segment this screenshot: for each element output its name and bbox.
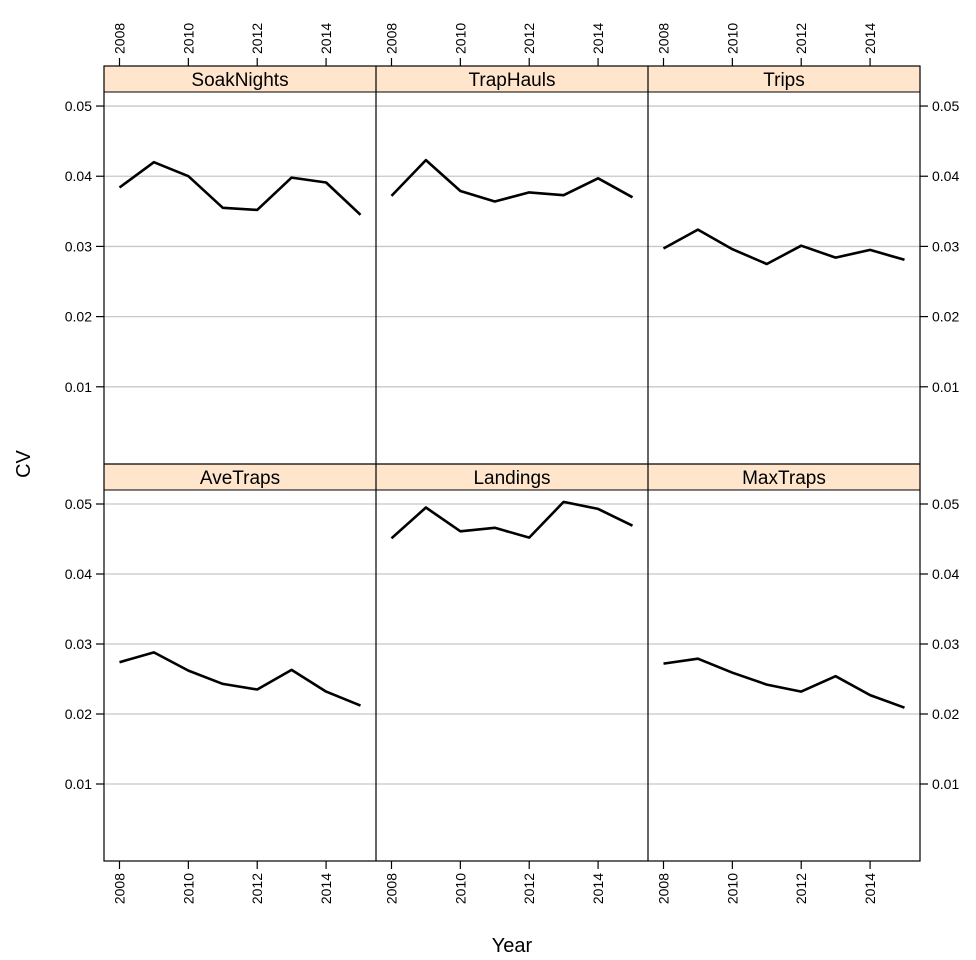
x-tick-label-top: 2012 <box>249 23 265 54</box>
series-line-maxtraps <box>663 657 905 709</box>
x-tick-label-bottom: 2012 <box>249 873 265 904</box>
y-tick-label-right: 0.03 <box>932 636 959 652</box>
panel-traphauls: TrapHauls <box>376 66 648 388</box>
y-tick-label-left: 0.01 <box>65 379 92 395</box>
y-tick-label-right: 0.01 <box>932 379 959 395</box>
x-tick-label-bottom: 2008 <box>383 873 399 904</box>
y-tick-label-right: 0.02 <box>932 309 959 325</box>
x-tick-label-bottom: 2012 <box>521 873 537 904</box>
y-tick-label-left: 0.03 <box>65 238 92 254</box>
panel-landings: Landings <box>376 464 648 785</box>
x-tick-label-bottom: 2008 <box>655 873 671 904</box>
strip-label: Landings <box>473 468 550 489</box>
strip <box>376 66 648 92</box>
y-tick-label-left: 0.03 <box>65 636 92 652</box>
y-tick-label-left: 0.04 <box>65 168 92 184</box>
series-line-soaknights <box>118 160 362 216</box>
y-tick-label-left: 0.02 <box>65 706 92 722</box>
x-tick-label-top: 2012 <box>793 23 809 54</box>
strip <box>104 66 376 92</box>
y-tick-label-left: 0.01 <box>65 776 92 792</box>
strip <box>376 464 648 490</box>
y-tick-label-right: 0.04 <box>932 566 959 582</box>
y-tick-label-right: 0.02 <box>932 706 959 722</box>
y-tick-label-right: 0.01 <box>932 776 959 792</box>
y-tick-label-right: 0.05 <box>932 98 959 114</box>
y-tick-label-right: 0.03 <box>932 238 959 254</box>
strip-label: MaxTraps <box>742 468 826 489</box>
y-tick-label-right: 0.05 <box>932 496 959 512</box>
x-tick-label-bottom: 2012 <box>793 873 809 904</box>
series-line-traphauls <box>390 158 634 203</box>
y-tick-label-left: 0.04 <box>65 566 92 582</box>
series-line-landings <box>390 500 634 540</box>
x-tick-label-bottom: 2014 <box>318 873 334 904</box>
plot-area: SoakNights TrapHauls Trips AveTraps Landings… <box>65 23 960 905</box>
x-tick-label-bottom: 2014 <box>590 873 606 904</box>
x-tick-label-top: 2014 <box>862 23 878 54</box>
strip-label: AveTraps <box>200 468 280 489</box>
series-line-trips <box>662 228 905 266</box>
y-tick-label-left: 0.05 <box>65 496 92 512</box>
x-tick-label-bottom: 2008 <box>111 873 127 904</box>
x-tick-label-bottom: 2014 <box>862 873 878 904</box>
x-tick-label-top: 2010 <box>724 23 740 54</box>
x-tick-label-bottom: 2010 <box>724 873 740 904</box>
x-tick-label-top: 2014 <box>318 23 334 54</box>
y-tick-label-right: 0.04 <box>932 168 959 184</box>
panel-maxtraps: MaxTraps <box>648 464 920 785</box>
x-tick-label-top: 2012 <box>521 23 537 54</box>
strip <box>104 464 376 490</box>
y-axis-title: CV <box>13 449 35 477</box>
x-tick-label-top: 2010 <box>452 23 468 54</box>
x-tick-label-top: 2014 <box>590 23 606 54</box>
x-tick-label-bottom: 2010 <box>180 873 196 904</box>
x-tick-label-top: 2010 <box>180 23 196 54</box>
x-tick-label-top: 2008 <box>383 23 399 54</box>
y-tick-label-left: 0.02 <box>65 309 92 325</box>
x-tick-label-top: 2008 <box>111 23 127 54</box>
panel-soaknights: SoakNights <box>104 66 376 388</box>
strip <box>648 464 920 490</box>
strip-label: TrapHauls <box>469 70 556 91</box>
strip <box>648 66 920 92</box>
x-tick-label-bottom: 2010 <box>452 873 468 904</box>
panel-avetraps: AveTraps <box>104 464 376 785</box>
strip-label: Trips <box>763 70 805 91</box>
panel-trips: Trips <box>648 66 920 388</box>
series-line-avetraps <box>119 651 361 707</box>
x-axis-title: Year <box>492 935 533 957</box>
y-tick-label-left: 0.05 <box>65 98 92 114</box>
strip-label: SoakNights <box>191 70 288 91</box>
x-tick-label-top: 2008 <box>655 23 671 54</box>
